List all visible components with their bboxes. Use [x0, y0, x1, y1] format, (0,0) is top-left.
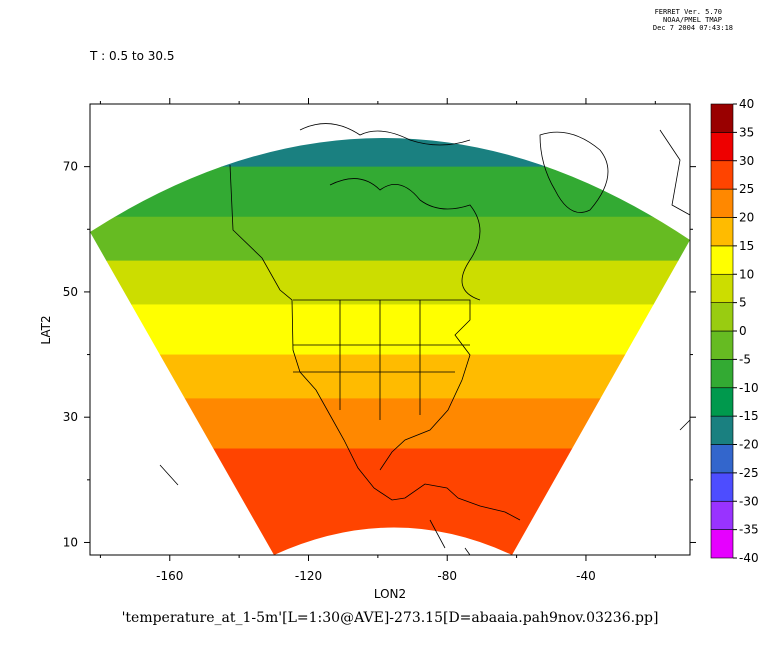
colorbar-label: -10 [739, 381, 759, 395]
x-axis: -160 -120 -80 -40 [99, 98, 656, 583]
colorbar-swatch [710, 387, 734, 417]
x-tick-label: -160 [156, 569, 183, 583]
colorbar-swatch [710, 132, 734, 162]
y-tick-label: 30 [63, 410, 78, 424]
org-stamp: NOAA/PMEL TMAP [663, 16, 722, 24]
y-axis: 10 30 50 70 [63, 160, 696, 549]
temperature-field [90, 110, 690, 556]
plot-frame [89, 103, 691, 556]
temperature-band-5 [90, 304, 690, 356]
colorbar-label: 40 [739, 97, 754, 111]
colorbar-label: -35 [739, 523, 759, 537]
x-tick-label: -40 [576, 569, 596, 583]
colorbar-swatch [710, 245, 734, 275]
colorbar-swatch [710, 188, 734, 218]
colorbar-label: -20 [739, 438, 759, 452]
colorbar-label: -40 [739, 551, 759, 565]
temperature-band-8 [90, 448, 690, 556]
colorbar-label: -5 [739, 352, 751, 366]
temperature-band-0 [90, 110, 690, 136]
colorbar-label: -25 [739, 466, 759, 480]
colorbar-swatch [710, 415, 734, 445]
software-stamp: FERRET Ver. 5.70 [655, 8, 722, 16]
variable-caption: 'temperature_at_1-5m'[L=1:30@AVE]-273.15… [122, 610, 659, 626]
temperature-band-4 [90, 260, 690, 305]
colorbar-swatch [710, 273, 734, 303]
y-tick-label: 10 [63, 535, 78, 549]
colorbar-label: 30 [739, 154, 754, 168]
coastline-overlay [159, 123, 691, 556]
colorbar: 40 35 30 25 20 15 10 5 0 -5 -10 -15 -20 -25 -30 -35 -40 [710, 97, 759, 565]
x-tick-label: -80 [437, 569, 457, 583]
x-tick-label: -120 [295, 569, 322, 583]
colorbar-swatch [710, 500, 734, 530]
y-tick-label: 70 [63, 160, 78, 174]
colorbar-swatch [710, 160, 734, 190]
colorbar-label: 35 [739, 125, 754, 139]
colorbar-label: 0 [739, 324, 747, 338]
colorbar-label: -15 [739, 409, 759, 423]
x-axis-title: LON2 [374, 587, 406, 601]
colorbar-swatch [710, 103, 734, 133]
range-subtitle: T : 0.5 to 30.5 [89, 49, 174, 63]
colorbar-swatch [710, 302, 734, 332]
colorbar-swatch [710, 217, 734, 247]
temperature-band-3 [90, 216, 690, 262]
colorbar-swatch [710, 472, 734, 502]
colorbar-label: 25 [739, 182, 754, 196]
y-tick-label: 50 [63, 285, 78, 299]
colorbar-swatch [710, 444, 734, 474]
colorbar-swatch [710, 359, 734, 389]
y-axis-title: LAT2 [39, 315, 53, 344]
temperature-band-1 [90, 137, 690, 168]
temperature-band-2 [90, 166, 690, 218]
colorbar-label: 5 [739, 296, 747, 310]
datetime-stamp: Dec 7 2004 07:43:18 [653, 24, 733, 32]
colorbar-swatch [710, 330, 734, 360]
colorbar-label: 20 [739, 211, 754, 225]
colorbar-label: -30 [739, 494, 759, 508]
colorbar-label: 10 [739, 267, 754, 281]
temperature-band-6 [90, 354, 690, 399]
temperature-band-7 [90, 398, 690, 450]
colorbar-label: 15 [739, 239, 754, 253]
colorbar-swatch [710, 529, 734, 559]
